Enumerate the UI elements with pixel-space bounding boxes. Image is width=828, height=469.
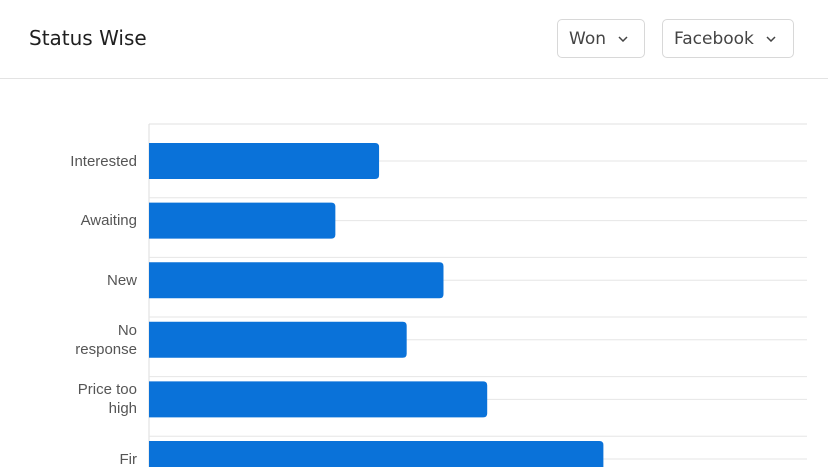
chevron xyxy=(766,35,776,42)
category-label: Fir xyxy=(119,450,138,468)
category-label: Interested xyxy=(70,152,137,170)
chevron xyxy=(618,35,628,42)
category-label: New xyxy=(106,271,137,289)
bar xyxy=(149,262,444,299)
category-label: Awaiting xyxy=(80,212,137,230)
status-dropdown[interactable]: Won xyxy=(557,19,645,58)
dropdown-value: Facebook xyxy=(674,28,754,49)
widget-title: Status Wise xyxy=(29,26,147,50)
bar xyxy=(149,321,407,358)
dropdown-value: Won xyxy=(569,28,606,49)
category-label: Price too high xyxy=(77,381,137,418)
bar xyxy=(149,202,336,239)
category-label: No response xyxy=(75,321,137,358)
header: Status Wise Won Facebook xyxy=(0,0,828,79)
bar xyxy=(149,143,380,179)
bar xyxy=(149,381,488,418)
source-dropdown[interactable]: Facebook xyxy=(662,19,794,58)
bar xyxy=(149,441,604,467)
